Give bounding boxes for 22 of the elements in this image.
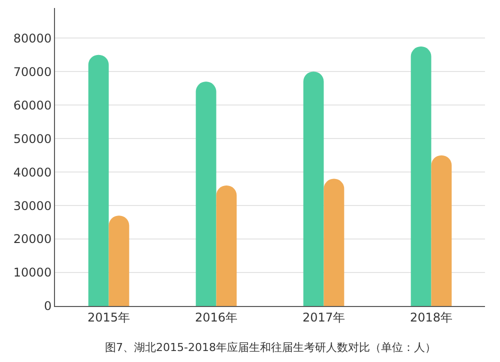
y-tick-label: 20000 bbox=[13, 232, 52, 246]
caption: 图7、湖北2015-2018年应届生和往届生考研人数对比（单位：人） bbox=[105, 341, 436, 354]
x-tick-label: 2017年 bbox=[302, 310, 346, 324]
y-tick-label: 40000 bbox=[13, 165, 52, 180]
y-tick-label: 60000 bbox=[13, 98, 52, 112]
y-tick-label: 10000 bbox=[13, 266, 52, 280]
bar bbox=[324, 178, 344, 306]
x-tick-label: 2015年 bbox=[87, 310, 130, 324]
bar bbox=[303, 72, 324, 306]
y-tick-label: 50000 bbox=[13, 132, 52, 146]
bar bbox=[88, 54, 109, 306]
bar bbox=[216, 185, 237, 306]
bar bbox=[196, 82, 216, 306]
bar bbox=[410, 46, 432, 306]
y-tick-label: 70000 bbox=[13, 64, 52, 79]
x-tick-label: 2018年 bbox=[410, 310, 453, 324]
bar bbox=[108, 216, 130, 306]
y-tick-label: 30000 bbox=[13, 198, 52, 213]
y-tick-label: 0 bbox=[44, 299, 52, 314]
x-tick-label: 2016年 bbox=[194, 310, 238, 324]
y-tick-label: 80000 bbox=[13, 31, 52, 46]
bar bbox=[431, 155, 452, 306]
